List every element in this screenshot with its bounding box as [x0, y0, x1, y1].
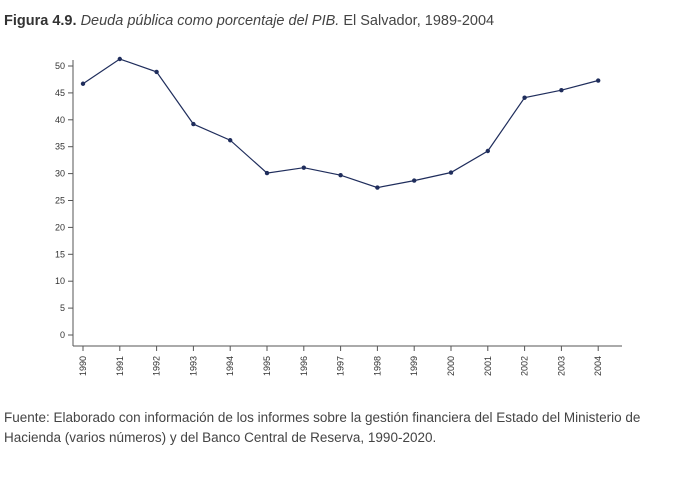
data-point [228, 138, 233, 143]
source-note: Fuente: Elaborado con información de los… [4, 410, 641, 445]
data-point [301, 165, 306, 170]
y-tick-label: 25 [55, 196, 65, 206]
data-point [154, 69, 159, 75]
x-tick-label: 1996 [299, 356, 309, 376]
x-tick-label: 1994 [225, 356, 235, 376]
x-tick-label: 1995 [262, 356, 272, 376]
series-layer [80, 56, 601, 190]
x-tick-label: 1991 [115, 356, 125, 376]
data-point [264, 170, 270, 176]
x-tick-label: 2000 [446, 356, 456, 376]
data-point [117, 56, 123, 62]
data-point [338, 173, 343, 178]
data-point [522, 95, 527, 100]
x-tick-label: 2004 [593, 356, 603, 376]
x-tick-label: 2003 [556, 356, 566, 376]
data-point [191, 121, 196, 127]
data-point [375, 185, 380, 190]
x-tick-label: 1992 [152, 356, 162, 376]
y-tick-label: 50 [55, 61, 65, 71]
figure-title: Figura 4.9. Deuda pública como porcentaj… [4, 13, 494, 29]
y-axis: 0 5 10 15 20 25 30 35 40 45 50 [55, 60, 74, 346]
data-point [559, 88, 564, 93]
figure-description: Deuda pública como porcentaje del PIB. [80, 13, 340, 29]
y-tick-label: 20 [55, 222, 65, 232]
figure-label: Figura 4.9. [4, 13, 77, 29]
x-tick-label: 1997 [336, 356, 346, 376]
y-tick-label: 15 [55, 249, 65, 259]
data-point [596, 78, 601, 83]
y-tick-label: 5 [60, 303, 65, 313]
y-tick-label: 0 [60, 330, 65, 340]
y-tick-label: 10 [55, 276, 65, 286]
y-tick-label: 30 [55, 169, 65, 179]
y-tick-label: 40 [55, 115, 65, 125]
x-tick-label: 1990 [78, 356, 88, 376]
x-tick-label: 1998 [372, 356, 382, 376]
series-line [82, 58, 599, 189]
y-tick-label: 45 [55, 88, 65, 98]
chart-area: 0 5 10 15 20 25 30 35 40 45 50 1990 1991 1992 1993 199… [0, 40, 692, 390]
x-tick-label: 1993 [188, 356, 198, 376]
data-point [448, 170, 454, 175]
x-tick-label: 2002 [520, 356, 530, 376]
x-tick-label: 2001 [483, 356, 493, 376]
x-tick-label: 1999 [409, 356, 419, 376]
x-axis: 1990 1991 1992 1993 1994 1995 1996 1997 1998 1999… [73, 345, 622, 376]
data-point [412, 178, 417, 183]
data-point [80, 81, 86, 86]
y-tick-label: 35 [55, 142, 65, 152]
figure-context: El Salvador, 1989-2004 [343, 13, 495, 29]
data-point [485, 148, 490, 154]
